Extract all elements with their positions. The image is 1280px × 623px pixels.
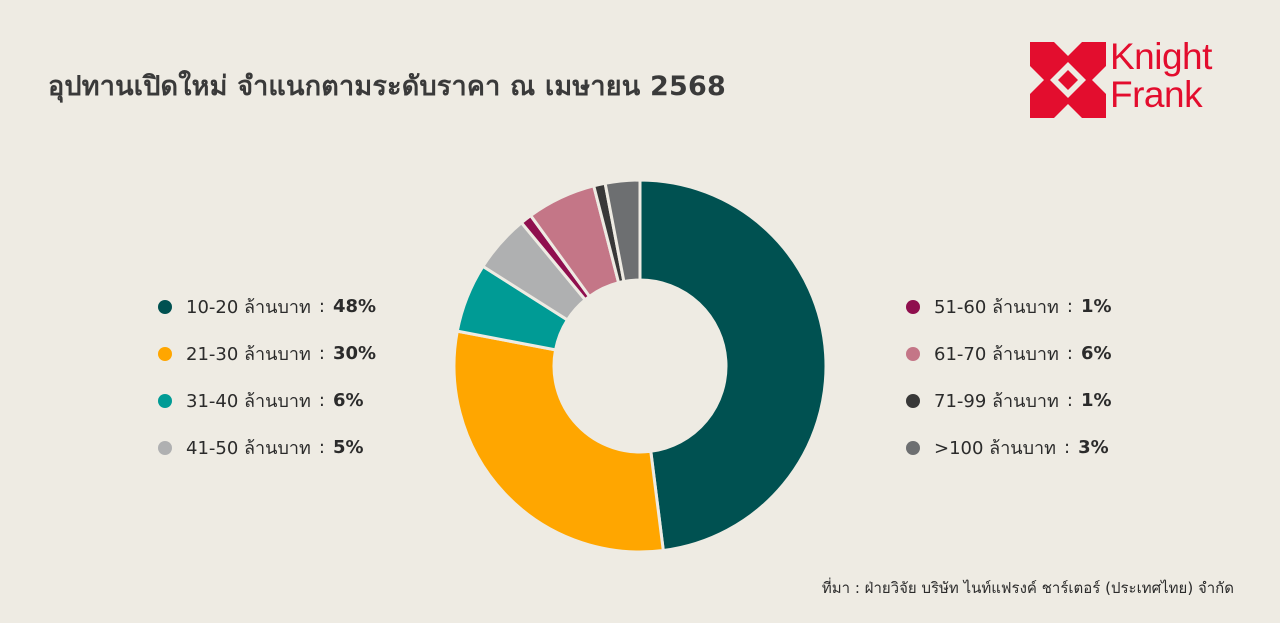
legend-label: 61-70 ล้านบาท <box>934 344 1059 365</box>
legend-value: 30% <box>332 343 377 364</box>
legend-label: 21-30 ล้านบาท <box>186 344 311 365</box>
legend-left: 10-20 ล้านบาท:48% 21-30 ล้านบาท:30% 31-4… <box>158 283 376 471</box>
logo-mark-icon <box>1030 42 1106 118</box>
legend-value: 6% <box>332 390 364 411</box>
legend-swatch <box>906 440 920 455</box>
source-note: ที่มา : ฝ่ายวิจัย บริษัท ไนท์แฟรงค์ ชาร์… <box>821 579 1234 597</box>
legend-label: 51-60 ล้านบาท <box>934 297 1059 318</box>
donut-slice <box>638 178 828 553</box>
legend-item: 41-50 ล้านบาท:5% <box>158 424 376 471</box>
legend-value: 1% <box>1080 390 1112 411</box>
legend-swatch <box>906 299 920 314</box>
legend-value: 1% <box>1080 296 1112 317</box>
legend-item: 61-70 ล้านบาท:6% <box>906 330 1112 377</box>
legend-right: 51-60 ล้านบาท:1% 61-70 ล้านบาท:6% 71-99 … <box>906 283 1112 471</box>
donut-slice <box>452 329 665 554</box>
logo-wordmark: Knight Frank <box>1110 38 1212 114</box>
legend-item: 31-40 ล้านบาท:6% <box>158 377 376 424</box>
legend-item: 71-99 ล้านบาท:1% <box>906 377 1112 424</box>
legend-label: >100 ล้านบาท <box>934 438 1057 459</box>
legend-label: 10-20 ล้านบาท <box>186 297 311 318</box>
logo-line-1: Knight <box>1110 36 1212 77</box>
logo-line-2: Frank <box>1110 74 1203 115</box>
knight-frank-logo: Knight Frank <box>1030 38 1240 120</box>
donut-chart <box>452 178 828 554</box>
legend-swatch <box>158 346 172 361</box>
legend-value: 6% <box>1080 343 1112 364</box>
legend-swatch <box>158 393 172 408</box>
donut-slice <box>603 178 642 284</box>
legend-swatch <box>158 440 172 455</box>
legend-swatch <box>158 299 172 314</box>
legend-value: 3% <box>1078 437 1109 458</box>
legend-item: 10-20 ล้านบาท:48% <box>158 283 376 330</box>
legend-label: 41-50 ล้านบาท <box>186 438 311 459</box>
legend-label: 71-99 ล้านบาท <box>934 391 1059 412</box>
legend-item: >100 ล้านบาท:3% <box>906 424 1112 471</box>
legend-value: 48% <box>332 296 377 317</box>
legend-value: 5% <box>332 437 364 458</box>
legend-label: 31-40 ล้านบาท <box>186 391 311 412</box>
legend-swatch <box>906 346 920 361</box>
legend-item: 51-60 ล้านบาท:1% <box>906 283 1112 330</box>
legend-swatch <box>906 393 920 408</box>
page-title: อุปทานเปิดใหม่ จำแนกตามระดับราคา ณ เมษาย… <box>48 71 726 102</box>
legend-item: 21-30 ล้านบาท:30% <box>158 330 376 377</box>
